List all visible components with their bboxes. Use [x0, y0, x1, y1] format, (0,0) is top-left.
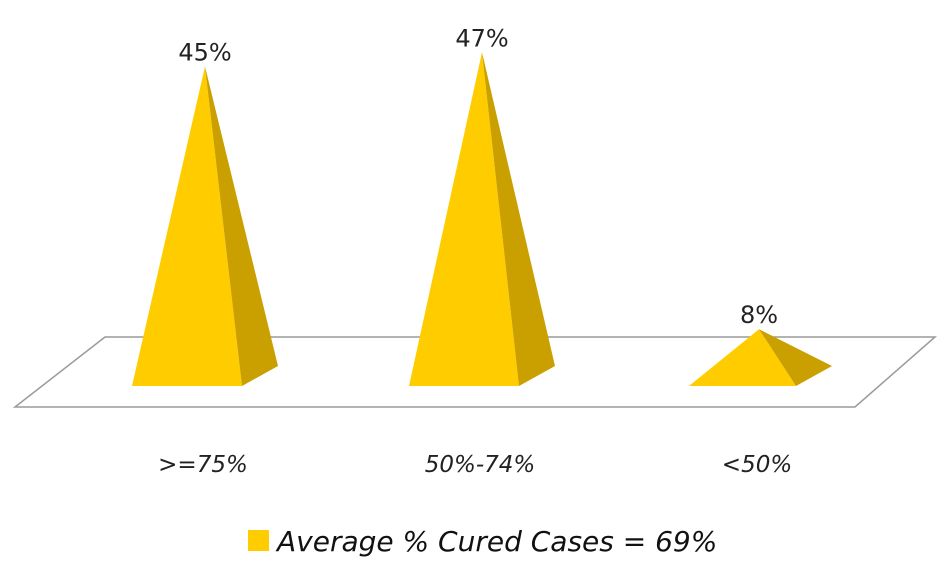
legend-label: Average % Cured Cases = 69%: [275, 525, 717, 558]
pyramid-front-face: [689, 329, 796, 386]
category-label: <50%: [722, 452, 792, 478]
category-labels: >=75% 50%-74% <50%: [158, 452, 792, 478]
pyramid-mark: [689, 329, 832, 386]
category-label: >=75%: [158, 452, 248, 478]
value-label: 8%: [740, 301, 778, 329]
pyramid-side-face: [205, 66, 278, 386]
value-label: 47%: [455, 24, 508, 52]
pyramid-front-face: [132, 66, 242, 386]
legend-swatch: [248, 530, 269, 551]
value-label: 45%: [178, 39, 231, 67]
pyramid-mark: [409, 52, 555, 387]
pyramid-mark: [132, 66, 278, 386]
legend: Average % Cured Cases = 69%: [248, 525, 717, 558]
value-labels: 45% 47% 8%: [178, 24, 778, 329]
pyramid-side-face: [759, 329, 832, 386]
pyramid-front-face: [409, 52, 519, 387]
pyramid-marks: [132, 52, 832, 387]
pyramid-side-face: [482, 52, 555, 387]
category-label: 50%-74%: [425, 452, 536, 478]
